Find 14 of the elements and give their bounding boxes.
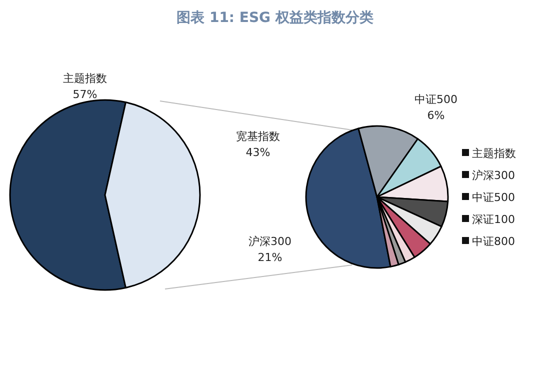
data-label: 43%: [246, 146, 270, 159]
chart-title: 图表 11: ESG 权益类指数分类: [176, 10, 374, 26]
text: 中证800: [472, 235, 515, 248]
text: 主题指数: [472, 147, 516, 160]
data-label: 57%: [72, 88, 98, 101]
slice-label: 沪深300: [248, 235, 292, 248]
data-label: 21%: [258, 251, 282, 264]
slice-label: 主题指数: [63, 72, 107, 85]
data-label: 6%: [427, 109, 445, 122]
slice-label: 宽基指数: [236, 130, 280, 143]
slice-label: 中证500: [414, 93, 458, 106]
text: 中证500: [472, 191, 515, 204]
text: 深证100: [472, 213, 515, 226]
text: 沪深300: [472, 169, 515, 182]
